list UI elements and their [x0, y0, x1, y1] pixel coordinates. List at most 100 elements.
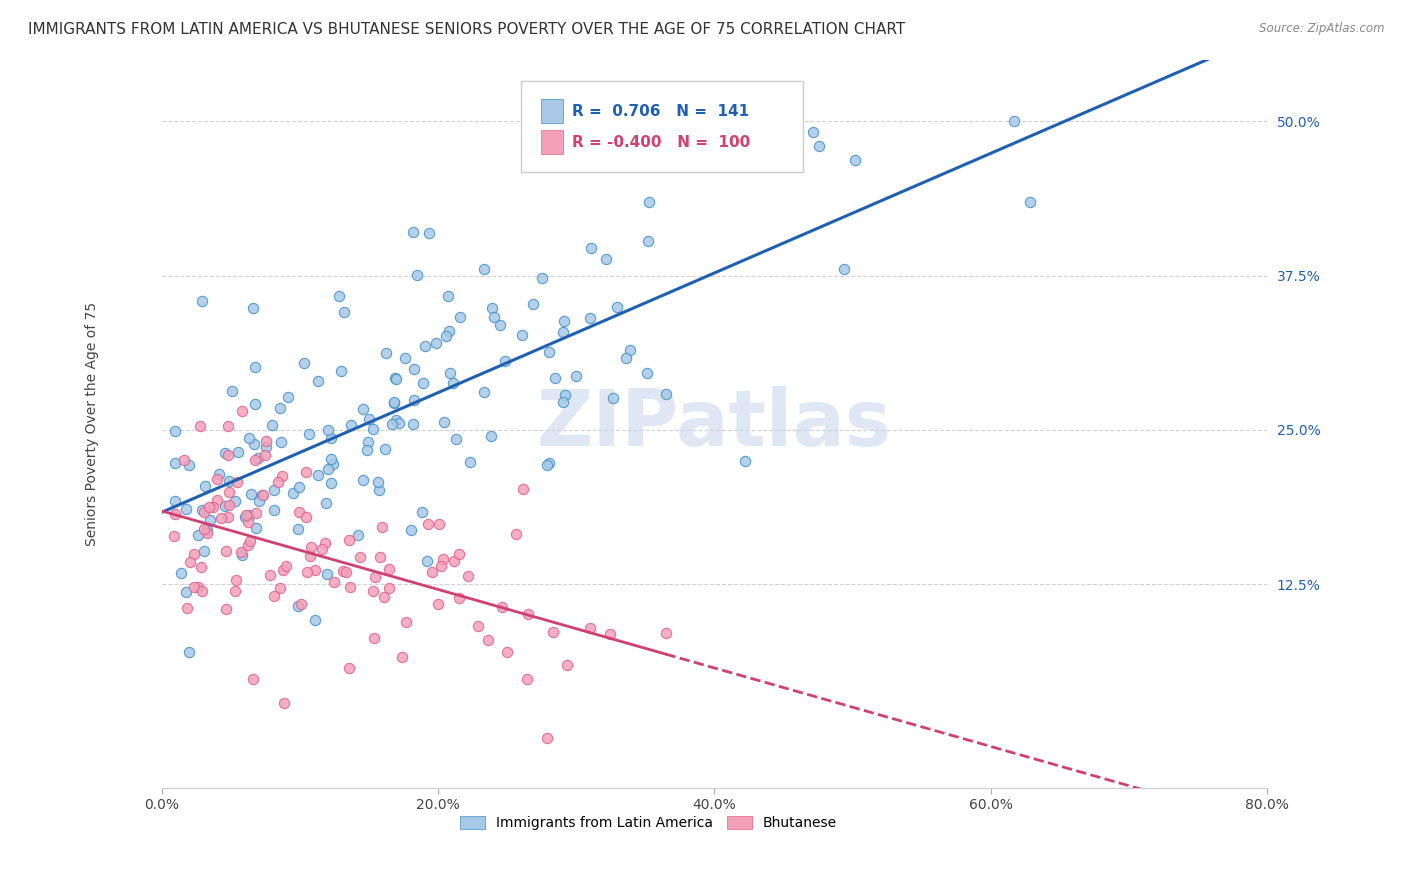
Point — [332, 565, 354, 579]
Point — [316, 566, 339, 581]
Point — [579, 242, 602, 256]
Point — [555, 658, 578, 673]
Point — [375, 346, 398, 360]
Point — [537, 345, 560, 359]
Point — [238, 431, 260, 445]
Point — [221, 384, 243, 398]
Point — [479, 429, 502, 443]
Point — [614, 351, 637, 365]
Point — [368, 483, 391, 497]
Point — [425, 335, 447, 350]
Point — [273, 563, 295, 577]
Point — [194, 479, 217, 493]
Point — [413, 338, 436, 352]
Point — [536, 458, 558, 472]
Point — [655, 387, 678, 401]
Point — [654, 626, 676, 640]
Point — [304, 613, 326, 627]
Point — [638, 194, 661, 209]
Point — [430, 558, 453, 573]
Point — [433, 415, 456, 429]
Point — [287, 522, 309, 536]
Point — [808, 139, 831, 153]
Point — [352, 473, 374, 487]
Point — [209, 510, 232, 524]
Point — [399, 523, 422, 537]
Point — [378, 582, 401, 596]
Point — [356, 442, 378, 457]
Point — [602, 392, 624, 406]
Point — [512, 482, 534, 496]
Point — [176, 600, 198, 615]
FancyBboxPatch shape — [541, 99, 562, 123]
Point — [191, 502, 214, 516]
Point — [333, 305, 356, 319]
FancyBboxPatch shape — [522, 81, 803, 172]
Point — [467, 619, 489, 633]
Point — [832, 262, 855, 277]
Point — [441, 376, 464, 390]
Point — [179, 555, 201, 569]
Point — [339, 580, 361, 594]
Point — [418, 226, 440, 240]
Point — [243, 360, 266, 375]
Point — [382, 395, 405, 409]
Point — [606, 301, 628, 315]
Point — [226, 444, 249, 458]
Point — [364, 570, 387, 584]
Point — [321, 451, 343, 466]
Point — [188, 418, 211, 433]
Point — [274, 559, 297, 574]
Point — [224, 584, 246, 599]
Point — [173, 453, 195, 467]
Point — [394, 351, 416, 365]
Point — [238, 508, 260, 522]
Point — [217, 448, 239, 462]
Point — [259, 568, 281, 582]
Point — [394, 615, 416, 629]
Point — [270, 435, 292, 450]
Point — [420, 565, 443, 579]
Point — [578, 621, 600, 635]
Point — [367, 475, 389, 489]
Point — [287, 480, 309, 494]
Point — [198, 513, 221, 527]
Point — [361, 584, 384, 599]
Point — [449, 310, 471, 324]
Point — [217, 418, 239, 433]
Point — [595, 252, 617, 266]
Point — [183, 547, 205, 561]
Point — [193, 543, 215, 558]
Point — [349, 549, 371, 564]
Point — [384, 372, 406, 386]
Point — [447, 591, 470, 606]
Point — [208, 467, 231, 482]
Point — [637, 235, 659, 249]
Point — [187, 528, 209, 542]
Point — [165, 425, 187, 439]
Point — [254, 449, 277, 463]
Point — [165, 456, 187, 470]
Point — [269, 401, 291, 415]
Point — [337, 661, 360, 675]
Point — [205, 493, 228, 508]
Point — [347, 527, 370, 541]
Point — [328, 289, 350, 303]
Point — [402, 225, 425, 239]
Point — [321, 431, 343, 445]
Point — [299, 541, 322, 555]
Point — [179, 458, 201, 472]
Point — [330, 364, 353, 378]
Point — [340, 418, 363, 433]
Point — [191, 294, 214, 309]
Point — [323, 574, 346, 589]
Point — [564, 369, 586, 384]
Point — [218, 498, 240, 512]
Point — [298, 549, 321, 563]
Point — [436, 328, 458, 343]
Point — [295, 510, 318, 524]
Point — [416, 516, 439, 531]
Point — [443, 553, 465, 567]
Point — [245, 506, 267, 520]
Point — [191, 583, 214, 598]
